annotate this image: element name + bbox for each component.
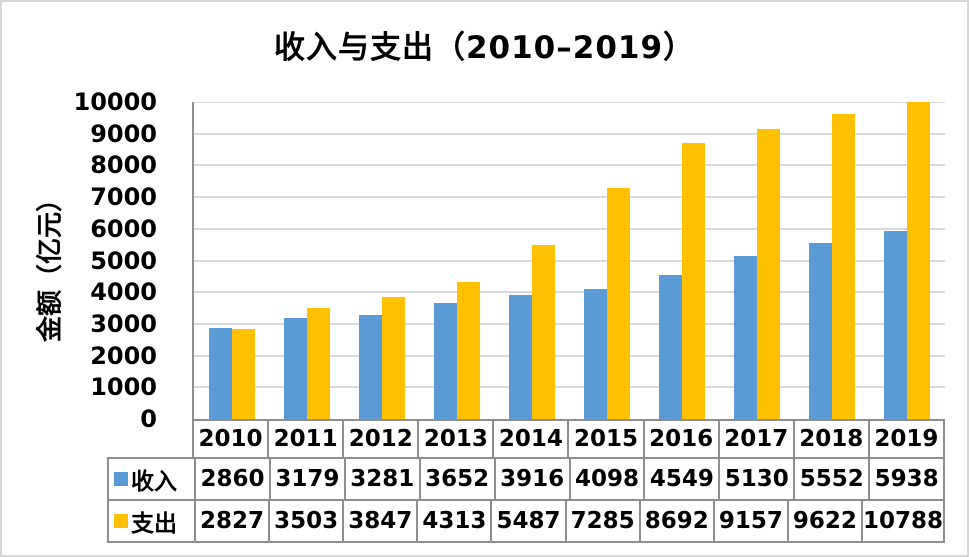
x-axis-category-label: 2013 <box>417 421 492 457</box>
table-value-收入-2015: 4098 <box>568 459 644 499</box>
bar-收入-2011 <box>283 318 307 419</box>
data-table: 收入 2860 3179 3281 3652 3916 4098 4549 5130 5552 59… <box>107 457 945 543</box>
y-axis-tick-label: 9000 <box>90 119 157 148</box>
bar-收入-2019 <box>884 230 908 419</box>
y-axis-tick-label: 8000 <box>90 151 157 180</box>
bar-收入-2016 <box>659 274 683 419</box>
bar-支出-2019 <box>907 102 931 419</box>
table-value-支出-2013: 4313 <box>416 501 490 541</box>
table-value-支出-2017: 9157 <box>712 501 787 541</box>
table-value-支出-2010: 2827 <box>194 501 268 541</box>
bar-收入-2018 <box>809 243 833 419</box>
table-value-支出-2016: 8692 <box>638 501 713 541</box>
bar-收入-2017 <box>734 256 758 419</box>
x-axis-category-label: 2010 <box>198 426 263 452</box>
bar-收入-2015 <box>584 289 608 419</box>
table-value-收入-2019: 5938 <box>868 459 943 499</box>
table-value-收入-2010: 2860 <box>194 459 269 499</box>
table-value-支出-2012: 3847 <box>342 501 416 541</box>
gridline <box>194 196 945 199</box>
y-axis-tick-label: 0 <box>140 405 157 433</box>
table-value-收入-2014: 3916 <box>493 459 569 499</box>
x-axis-category-label: 2017 <box>717 421 793 457</box>
gridline <box>194 102 945 103</box>
x-axis-category-label: 2011 <box>267 421 342 457</box>
table-value-支出-2018: 9622 <box>786 501 861 541</box>
table-value-收入-2011: 3179 <box>268 459 344 499</box>
table-value-支出-2011: 3503 <box>268 501 342 541</box>
gridline <box>194 291 945 294</box>
legend-key-收入 <box>114 472 128 486</box>
x-axis-category-label: 2019 <box>867 421 943 457</box>
gridline <box>194 227 945 230</box>
bar-收入-2014 <box>508 294 532 419</box>
table-value-支出-2019: 10788 <box>860 501 943 541</box>
x-axis-category-label: 2018 <box>792 421 868 457</box>
series-name-label: 支出 <box>131 511 177 537</box>
bar-支出-2015 <box>607 188 631 419</box>
bar-支出-2012 <box>381 297 405 419</box>
bar-支出-2011 <box>306 307 330 419</box>
bar-收入-2012 <box>358 315 382 419</box>
bar-支出-2010 <box>231 329 255 419</box>
bar-支出-2017 <box>757 128 781 419</box>
legend-key-支出 <box>114 514 128 528</box>
table-value-收入-2017: 5130 <box>718 459 793 499</box>
table-value-收入-2012: 3281 <box>343 459 419 499</box>
bar-支出-2014 <box>531 245 555 419</box>
y-axis-tick-label: 3000 <box>90 309 157 338</box>
plot-area <box>192 102 945 419</box>
table-value-支出-2015: 7285 <box>564 501 639 541</box>
legend-cell-支出: 支出 <box>109 501 194 541</box>
gridline <box>194 259 945 262</box>
chart-title: 收入与支出（2010–2019） <box>273 30 696 66</box>
bar-支出-2018 <box>832 113 856 419</box>
gridline <box>194 132 945 135</box>
x-axis-category-label: 2015 <box>567 421 642 457</box>
y-axis-tick-label: 10000 <box>73 88 158 116</box>
table-value-收入-2018: 5552 <box>793 459 868 499</box>
table-value-收入-2016: 4549 <box>643 459 718 499</box>
x-axis-category-label: 2014 <box>492 421 567 457</box>
y-axis-tick-label: 1000 <box>90 373 157 402</box>
gridline <box>194 386 945 389</box>
bar-收入-2013 <box>433 303 457 419</box>
y-axis-tick-label: 6000 <box>90 214 157 243</box>
table-value-收入-2013: 3652 <box>418 459 494 499</box>
y-axis-tick-label: 2000 <box>90 341 157 370</box>
y-axis-tick-label: 5000 <box>90 246 157 275</box>
y-axis-tick-label: 7000 <box>90 183 157 212</box>
series-name-label: 收入 <box>131 469 177 495</box>
table-value-支出-2014: 5487 <box>490 501 564 541</box>
table-row-支出: 支出 2827 3503 3847 4313 5487 7285 8692 9157 9622 10… <box>109 499 943 541</box>
gridline <box>194 164 945 167</box>
legend-cell-收入: 收入 <box>109 459 194 499</box>
bar-收入-2010 <box>208 328 232 419</box>
gridline <box>194 354 945 357</box>
gridline <box>194 322 945 325</box>
bar-支出-2016 <box>682 143 706 419</box>
x-axis-category-row: 2010 2011 2012 2013 2014 2015 2016 2017 2018 2019 <box>192 419 945 457</box>
x-axis-category-label: 2016 <box>642 421 718 457</box>
table-row-收入: 收入 2860 3179 3281 3652 3916 4098 4549 5130 5552 59… <box>109 459 943 499</box>
bar-支出-2013 <box>456 282 480 419</box>
y-axis-tick-label: 4000 <box>90 278 157 307</box>
x-axis-category-label: 2012 <box>342 421 417 457</box>
